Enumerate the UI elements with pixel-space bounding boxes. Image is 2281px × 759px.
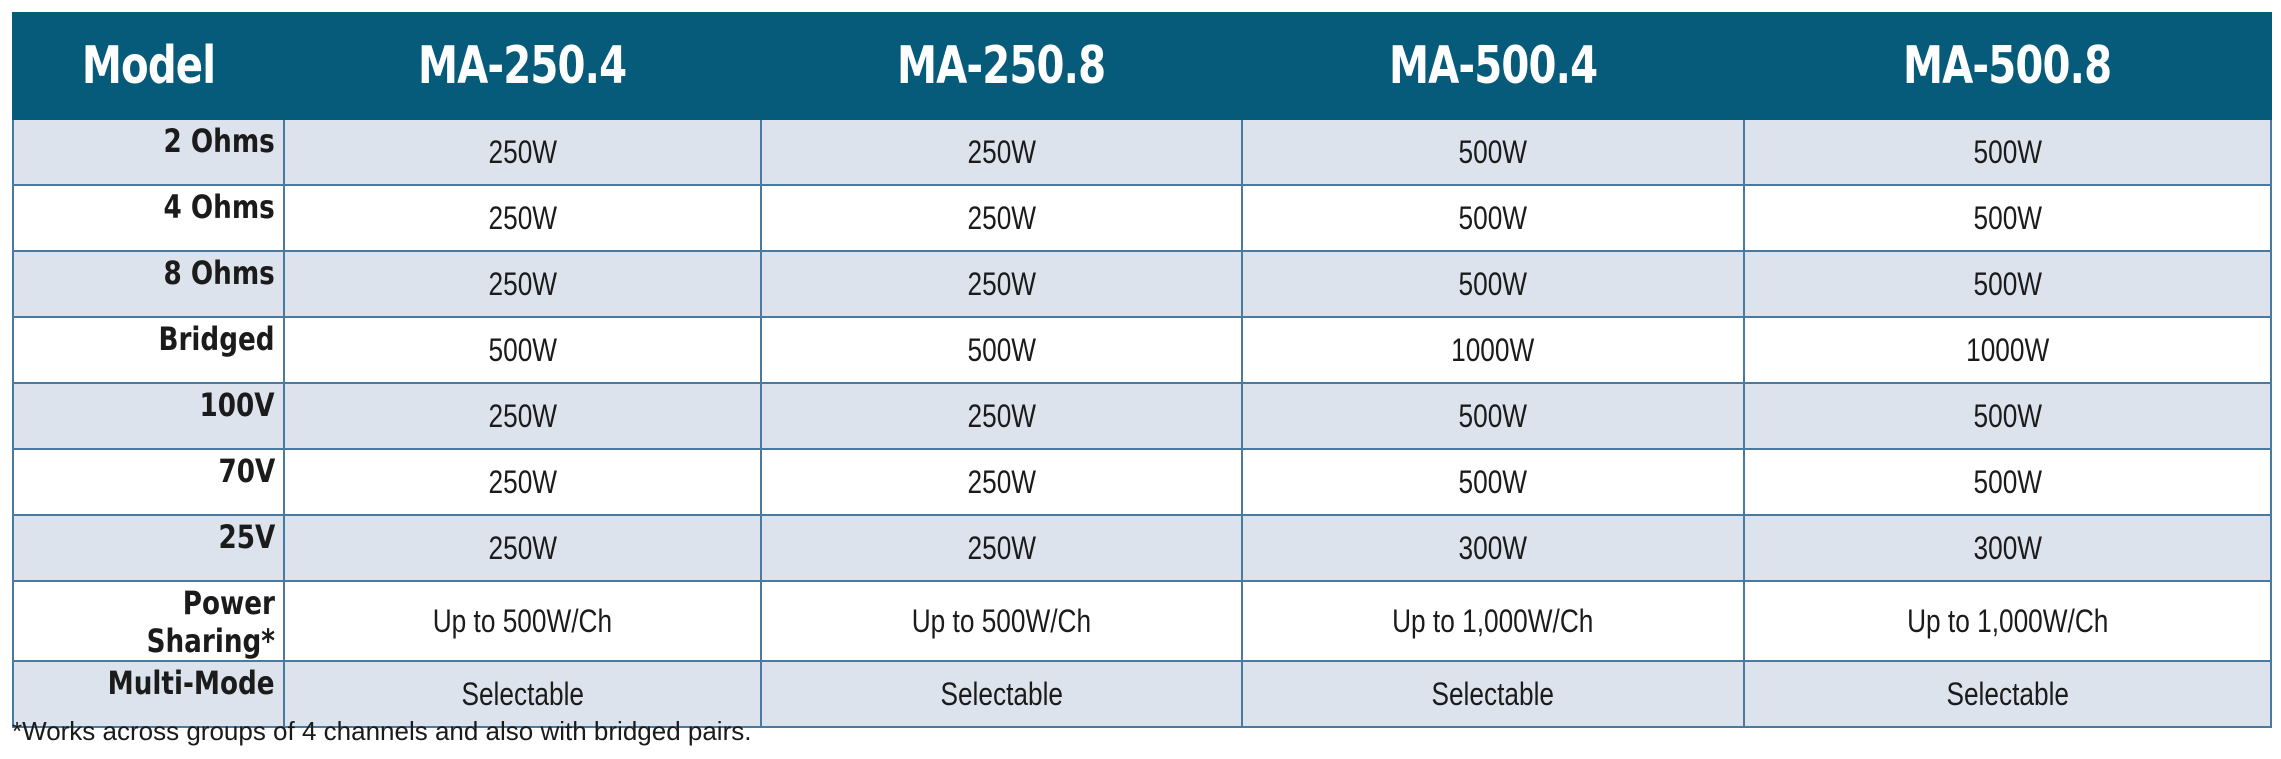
table-cell: 250W [283, 184, 762, 252]
table-cell: 500W [1743, 382, 2272, 450]
table-cell: 250W [283, 514, 762, 582]
row-label: 2 Ohms [12, 118, 285, 186]
table-cell: 250W [283, 382, 762, 450]
spec-table-container: Model MA-250.4 MA-250.8 MA-500.4 MA-500.… [12, 12, 2272, 728]
table-cell: Selectable [283, 660, 762, 728]
table-cell: 500W [1743, 448, 2272, 516]
table-cell: 500W [1241, 250, 1745, 318]
table-cell: 500W [1241, 382, 1745, 450]
table-cell: 250W [760, 250, 1243, 318]
table-header-row: Model MA-250.4 MA-250.8 MA-500.4 MA-500.… [12, 12, 2272, 120]
table-row: Power Sharing* Up to 500W/Ch Up to 500W/… [12, 580, 2272, 662]
row-label: Multi-Mode [12, 660, 285, 728]
table-cell: Selectable [760, 660, 1243, 728]
row-label: 4 Ohms [12, 184, 285, 252]
table-row: 4 Ohms 250W 250W 500W 500W [12, 184, 2272, 252]
table-cell: 250W [283, 118, 762, 186]
header-cell-ma-250-8: MA-250.8 [760, 12, 1243, 120]
table-cell: Up to 1,000W/Ch [1241, 580, 1745, 662]
table-row: 25V 250W 250W 300W 300W [12, 514, 2272, 582]
header-cell-ma-250-4: MA-250.4 [283, 12, 762, 120]
table-cell: 1000W [1743, 316, 2272, 384]
row-label: 25V [12, 514, 285, 582]
table-cell: 500W [1241, 184, 1745, 252]
table-cell: Up to 500W/Ch [283, 580, 762, 662]
table-cell: 500W [1241, 448, 1745, 516]
table-row: Bridged 500W 500W 1000W 1000W [12, 316, 2272, 384]
table-cell: 250W [760, 514, 1243, 582]
table-cell: Selectable [1743, 660, 2272, 728]
table-cell: Up to 1,000W/Ch [1743, 580, 2272, 662]
table-cell: 250W [760, 118, 1243, 186]
table-cell: 500W [1241, 118, 1745, 186]
table-cell: 500W [1743, 250, 2272, 318]
table-cell: 250W [283, 250, 762, 318]
table-row: 100V 250W 250W 500W 500W [12, 382, 2272, 450]
table-row: 2 Ohms 250W 250W 500W 500W [12, 118, 2272, 186]
table-row: 70V 250W 250W 500W 500W [12, 448, 2272, 516]
table-cell: Up to 500W/Ch [760, 580, 1243, 662]
table-cell: 300W [1743, 514, 2272, 582]
table-cell: 250W [760, 448, 1243, 516]
footnote: *Works across groups of 4 channels and a… [12, 716, 752, 746]
header-cell-ma-500-4: MA-500.4 [1241, 12, 1745, 120]
table-cell: 500W [760, 316, 1243, 384]
row-label: 8 Ohms [12, 250, 285, 318]
table-cell: 500W [1743, 118, 2272, 186]
row-label: Bridged [12, 316, 285, 384]
table-cell: 500W [283, 316, 762, 384]
table-row: Multi-Mode Selectable Selectable Selecta… [12, 660, 2272, 728]
row-label: Power Sharing* [12, 580, 285, 662]
row-label: 70V [12, 448, 285, 516]
table-cell: 250W [760, 382, 1243, 450]
table-cell: 250W [283, 448, 762, 516]
table-cell: 300W [1241, 514, 1745, 582]
table-cell: 500W [1743, 184, 2272, 252]
table-row: 8 Ohms 250W 250W 500W 500W [12, 250, 2272, 318]
header-cell-model: Model [12, 12, 285, 120]
row-label: 100V [12, 382, 285, 450]
table-cell: 250W [760, 184, 1243, 252]
table-cell: 1000W [1241, 316, 1745, 384]
amplifier-spec-table: Model MA-250.4 MA-250.8 MA-500.4 MA-500.… [12, 12, 2272, 728]
table-cell: Selectable [1241, 660, 1745, 728]
header-cell-ma-500-8: MA-500.8 [1743, 12, 2272, 120]
